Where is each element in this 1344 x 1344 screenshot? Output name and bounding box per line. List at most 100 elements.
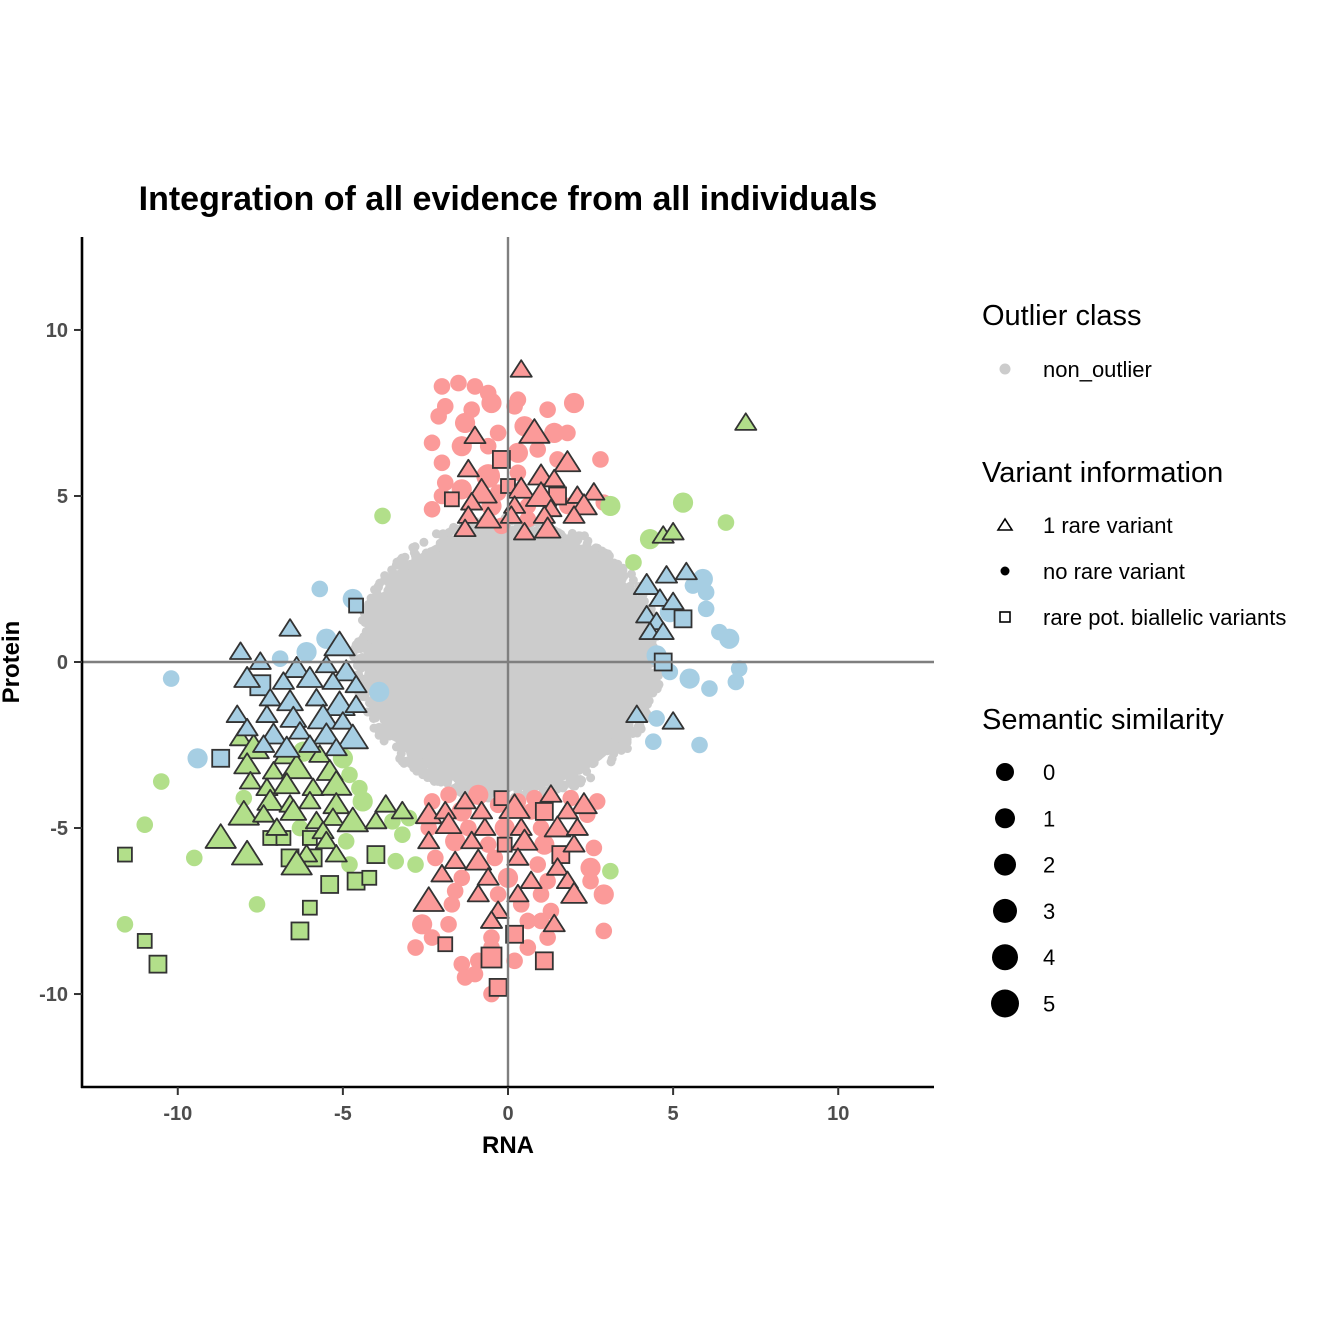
- data-point-red-circle: [532, 886, 550, 903]
- data-point-red-triangle: [470, 800, 494, 820]
- data-point-red-triangle: [543, 815, 572, 838]
- non-outlier-point: [481, 773, 491, 783]
- non-outlier-point: [409, 548, 419, 558]
- data-point-green-circle: [152, 773, 170, 790]
- non-outlier-point: [559, 769, 569, 779]
- non-outlier-point: [555, 541, 565, 551]
- non-outlier-point: [606, 757, 616, 767]
- non-outlier-point: [393, 575, 403, 585]
- data-point-green-circle: [136, 816, 154, 833]
- data-point-blue-triangle: [661, 591, 685, 611]
- non-outlier-point: [355, 656, 365, 666]
- data-point-red-circle: [446, 882, 464, 900]
- non-outlier-point: [376, 601, 386, 611]
- data-point-red-circle: [582, 872, 599, 890]
- data-point-red-triangle: [466, 883, 490, 903]
- data-point-red-circle: [539, 929, 556, 946]
- non-outlier-point: [560, 780, 570, 790]
- data-point-green-circle: [407, 856, 424, 873]
- data-point-green-square: [136, 933, 153, 949]
- non-outlier-point: [638, 695, 648, 705]
- non-outlier-point: [619, 729, 629, 739]
- data-point-green-triangle: [280, 753, 313, 780]
- non-outlier-point: [374, 674, 384, 684]
- non-outlier-point: [586, 773, 596, 783]
- data-point-red-circle: [559, 424, 576, 442]
- legend-label-size-3: 3: [1043, 899, 1055, 924]
- non-outlier-point: [356, 663, 366, 673]
- legend-key-size-5: [991, 989, 1019, 1018]
- non-outlier-point: [587, 756, 597, 766]
- non-outlier-point: [630, 621, 640, 631]
- data-point-red-circle: [539, 872, 556, 890]
- data-point-green-circle: [600, 495, 621, 517]
- non-outlier-point: [609, 738, 619, 748]
- data-point-blue-triangle: [321, 671, 345, 690]
- non-outlier-point: [458, 783, 468, 793]
- non-outlier-point: [627, 611, 637, 621]
- non-outlier-point: [459, 768, 469, 778]
- data-point-green-triangle: [322, 792, 351, 815]
- data-point-green-square: [148, 954, 168, 974]
- non-outlier-point: [595, 564, 605, 574]
- data-point-red-square: [505, 924, 524, 944]
- data-point-blue-triangle: [248, 651, 272, 670]
- legend-title-outlier-class: Outlier class: [982, 300, 1142, 332]
- non-outlier-point: [406, 748, 416, 758]
- non-outlier-point: [607, 570, 617, 580]
- non-outlier-point: [480, 533, 490, 543]
- data-point-blue-triangle: [296, 665, 324, 688]
- non-outlier-point: [632, 726, 642, 736]
- data-point-blue-triangle: [255, 704, 279, 723]
- non-outlier-point: [602, 746, 612, 756]
- data-point-blue-triangle: [258, 687, 282, 707]
- non-outlier-point: [570, 536, 580, 546]
- non-outlier-point: [367, 666, 377, 676]
- non-outlier-point: [513, 781, 523, 791]
- non-outlier-point: [421, 548, 431, 558]
- data-point-red-circle: [430, 407, 447, 425]
- non-outlier-point: [419, 746, 429, 756]
- data-point-blue-circle: [645, 733, 662, 750]
- data-point-red-triangle: [417, 830, 441, 850]
- data-point-green-triangle: [374, 794, 398, 813]
- data-point-red-triangle: [509, 359, 533, 378]
- non-outlier-point: [607, 728, 617, 738]
- data-point-red-triangle: [524, 481, 558, 507]
- non-outlier-point: [582, 548, 592, 558]
- non-outlier-point: [614, 571, 624, 581]
- data-point-red-circle: [436, 474, 454, 492]
- data-point-red-triangle: [510, 828, 539, 851]
- non-outlier-point: [486, 785, 496, 795]
- plot-area: [116, 359, 758, 1003]
- data-point-red-circle: [507, 442, 529, 463]
- data-point-red-square: [493, 790, 510, 807]
- data-point-green-circle: [185, 849, 203, 867]
- data-point-red-circle: [489, 424, 507, 442]
- data-point-blue-triangle: [312, 722, 341, 745]
- non-outlier-point: [590, 544, 600, 554]
- y-axis-title: Protein: [0, 621, 25, 704]
- non-outlier-point: [579, 531, 589, 541]
- data-point-blue-triangle: [655, 565, 679, 584]
- legend-label-non_outlier: non_outlier: [1043, 357, 1152, 382]
- data-point-red-triangle: [518, 418, 551, 444]
- data-point-red-circle: [489, 886, 507, 903]
- data-point-green-triangle: [238, 771, 262, 790]
- data-point-red-circle: [506, 952, 523, 970]
- data-point-red-circle: [563, 392, 585, 414]
- data-point-red-triangle: [479, 910, 503, 929]
- data-point-green-triangle: [262, 761, 286, 780]
- y-tick-label: -10: [39, 984, 68, 1006]
- non-outlier-point: [400, 567, 410, 577]
- non-outlier-point: [412, 766, 422, 776]
- data-point-blue-square: [673, 609, 693, 629]
- data-point-blue-square: [211, 748, 231, 768]
- data-point-green-triangle: [661, 521, 685, 541]
- non-outlier-point: [373, 581, 383, 591]
- data-point-red-triangle: [519, 870, 543, 889]
- non-outlier-point: [566, 545, 576, 555]
- data-point-red-square: [437, 936, 454, 953]
- legend-label-size-1: 1: [1043, 806, 1055, 831]
- data-point-blue-triangle: [332, 659, 360, 682]
